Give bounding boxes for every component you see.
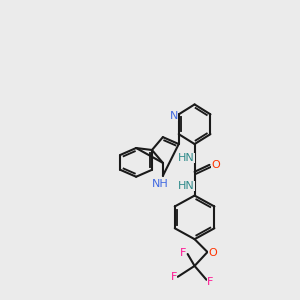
Text: HN: HN bbox=[178, 181, 195, 191]
Text: NH: NH bbox=[152, 179, 168, 189]
Text: O: O bbox=[211, 160, 220, 170]
Text: F: F bbox=[207, 277, 214, 287]
Text: N: N bbox=[169, 111, 178, 121]
Text: F: F bbox=[179, 248, 186, 258]
Text: HN: HN bbox=[178, 153, 195, 163]
Text: F: F bbox=[171, 272, 177, 282]
Text: O: O bbox=[208, 248, 217, 258]
